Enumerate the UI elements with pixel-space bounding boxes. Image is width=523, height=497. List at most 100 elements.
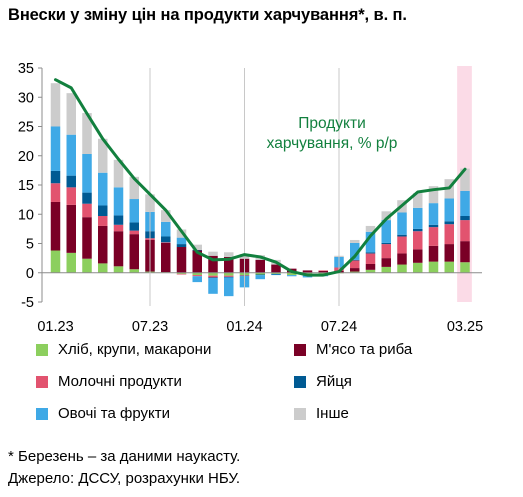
bar-bread-11.23	[208, 272, 218, 276]
bar-bread-10.24	[381, 266, 391, 273]
bar-other-09.24	[365, 225, 376, 232]
legend-label: Яйця	[316, 373, 352, 390]
bar-other-12.24	[413, 193, 423, 208]
bar-eggs-05.23	[113, 215, 124, 225]
bar-milk-11.24	[397, 236, 407, 254]
bar-eggs-08.24	[350, 259, 360, 261]
bar-meat-10.24	[381, 258, 391, 267]
bar-meat-05.24	[302, 270, 313, 273]
x-tick-label: 01.24	[226, 319, 262, 335]
bar-veg-08.23	[161, 221, 171, 237]
bar-milk-06.23	[129, 230, 139, 235]
bar-eggs-02.23	[66, 175, 76, 188]
bar-milk-03.25	[460, 220, 470, 242]
chart-plot: -5 0 5 10 15 20 25 30 35 01.23 07.23 01.24 07.24 03.2…	[18, 61, 483, 335]
bar-other-01.25	[428, 186, 439, 204]
bar-eggs-02.24	[255, 274, 265, 276]
bar-milk-09.23	[176, 273, 187, 275]
bar-milk-02.25	[444, 224, 454, 245]
bar-eggs-09.24	[365, 252, 376, 254]
bar-other-10.24	[381, 211, 391, 221]
bar-other-11.23	[208, 251, 218, 256]
bar-meat-02.23	[66, 204, 76, 253]
bar-meat-12.24	[413, 249, 423, 263]
legend-swatch	[36, 407, 48, 420]
legend-label: Хліб, крупи, макарони	[58, 341, 212, 358]
y-tick-label: 10	[18, 207, 34, 223]
line-label: харчування, % р/р	[267, 135, 398, 152]
bar-veg-11.24	[397, 212, 407, 235]
bar-bread-12.23	[224, 272, 234, 276]
bar-other-04.23	[98, 138, 108, 173]
bar-bread-11.24	[397, 264, 407, 273]
bar-eggs-03.25	[460, 216, 470, 221]
footnote-source: Джерело: ДССУ, розрахунки НБУ.	[8, 470, 241, 487]
legend-swatch	[294, 407, 306, 420]
bar-meat-03.24	[271, 264, 281, 273]
bar-bread-02.25	[444, 261, 454, 273]
bar-milk-04.23	[98, 216, 108, 226]
bar-eggs-10.24	[381, 242, 391, 245]
axes-layer	[38, 67, 482, 306]
bar-veg-12.23	[224, 277, 234, 297]
bar-milk-12.24	[413, 231, 423, 250]
bar-eggs-02.25	[444, 221, 454, 225]
bar-eggs-11.24	[397, 234, 407, 237]
bar-milk-03.23	[82, 203, 92, 218]
line-layer	[54, 78, 467, 277]
bar-meat-09.24	[365, 263, 376, 270]
bar-other-05.23	[113, 159, 124, 188]
bar-milk-06.24	[318, 270, 328, 271]
bar-bread-06.23	[129, 269, 139, 273]
x-tick-label: 07.23	[132, 319, 168, 335]
legend-swatch	[36, 343, 48, 356]
bar-bread-12.24	[413, 262, 423, 273]
bar-other-03.25	[460, 168, 470, 191]
legend-item-bread: Хліб, крупи, макарони	[36, 341, 211, 358]
y-tick-label: 5	[26, 237, 34, 253]
bar-meat-06.24	[318, 270, 328, 273]
bar-veg-01.25	[428, 203, 439, 225]
footnote-nowcast: * Березень – за даними наукасту.	[8, 448, 241, 465]
bar-meat-06.23	[129, 234, 139, 270]
bar-bread-03.25	[460, 262, 470, 273]
bar-eggs-06.23	[129, 222, 139, 231]
bar-bread-10.23	[192, 272, 202, 276]
bar-eggs-03.23	[82, 192, 92, 204]
x-tick-label: 07.24	[321, 319, 357, 335]
y-tick-label: -5	[21, 295, 34, 311]
legend-swatch	[294, 343, 306, 356]
bar-meat-11.24	[397, 253, 407, 265]
chart-title: Внески у зміну цін на продукти харчуванн…	[8, 6, 407, 24]
bar-eggs-12.23	[224, 276, 234, 278]
y-tick-label: 20	[18, 149, 34, 165]
bar-veg-09.24	[365, 231, 376, 253]
bar-bread-04.24	[287, 272, 297, 276]
x-tick-label: 01.23	[37, 319, 73, 335]
bar-veg-12.24	[413, 207, 423, 229]
bar-meat-02.24	[255, 259, 265, 273]
bar-eggs-11.23	[208, 277, 218, 279]
x-tick-label: 03.25	[447, 319, 483, 335]
y-tick-label: 30	[18, 90, 34, 106]
legend-item-eggs: Яйця	[294, 373, 352, 390]
bar-veg-01.23	[50, 126, 61, 171]
bar-veg-02.24	[255, 275, 265, 280]
bar-other-08.23	[161, 210, 171, 222]
bar-veg-08.24	[350, 242, 360, 260]
bar-milk-05.23	[113, 224, 124, 232]
y-tick-label: 0	[26, 266, 34, 282]
bar-meat-01.25	[428, 245, 439, 262]
bar-eggs-01.25	[428, 224, 439, 228]
bar-veg-03.24	[271, 274, 281, 276]
bar-milk-08.23	[161, 242, 171, 243]
bar-meat-03.23	[82, 217, 92, 259]
bar-bread-01.23	[50, 250, 61, 273]
bar-veg-09.23	[176, 237, 187, 245]
bar-meat-11.23	[208, 255, 218, 273]
bar-veg-11.23	[208, 278, 218, 294]
bar-bread-03.24	[271, 272, 281, 274]
bar-eggs-08.23	[161, 236, 171, 243]
bar-meat-05.23	[113, 231, 124, 267]
bar-bread-06.24	[318, 272, 328, 274]
